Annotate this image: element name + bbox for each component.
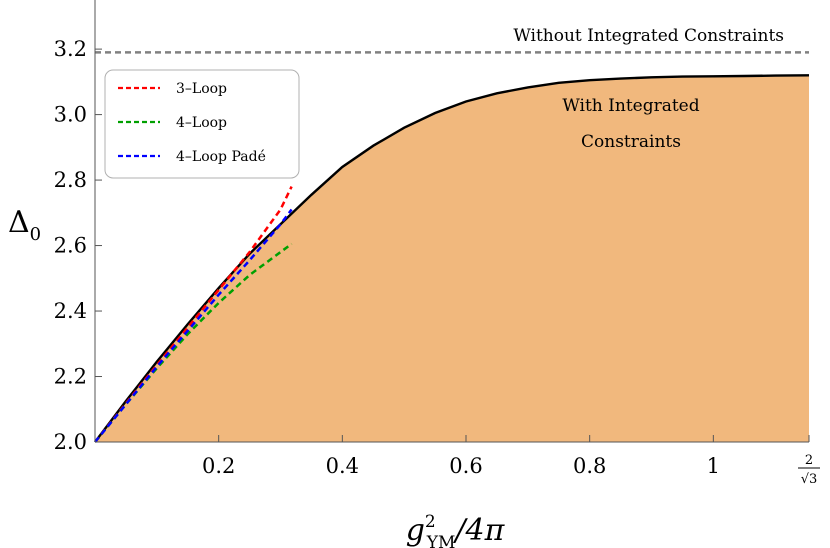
legend-box: [104, 69, 300, 179]
y-tick-label: 3.0: [54, 103, 87, 127]
y-axis-title-sub: 0: [30, 224, 41, 245]
legend: 3–Loop 4–Loop 4–Loop Padé: [104, 69, 300, 179]
series-group: [94, 186, 293, 443]
annotation-with-line2: Constraints: [581, 132, 681, 152]
x-axis-title-sub: YM: [426, 533, 456, 548]
y-tick-label: 2.4: [54, 299, 87, 323]
y-ticks: 2.0 2.2 2.4 2.6 2.8 3.0 3.2: [54, 37, 102, 454]
allowed-region-fill: [95, 75, 809, 443]
y-axis-title-base: Δ: [8, 205, 30, 240]
annotation-without: Without Integrated Constraints: [513, 26, 784, 46]
y-tick-label: 2.6: [54, 234, 87, 258]
legend-label: 3–Loop: [176, 81, 227, 97]
annotation-with-line1: With Integrated: [562, 96, 699, 116]
legend-label: 4–Loop Padé: [176, 149, 266, 165]
x-tick-label: 1: [707, 454, 720, 478]
x-tick-label: 0.2: [202, 454, 235, 478]
x-axis-title-sup: 2: [425, 512, 436, 532]
x-special-tick-denominator: √3: [801, 472, 818, 487]
series-line-1: [94, 186, 293, 443]
axes: 0.2 0.4 0.6 0.8 1 2.0 2.2 2.4 2.6 2.8 3.0 3.2 2 √3: [54, 0, 820, 487]
y-tick-label: 3.2: [54, 37, 87, 61]
x-axis-title: g2 YM/4π: [406, 512, 506, 548]
x-axis-title-base: g: [406, 513, 425, 548]
x-axis-title-rest: /4π: [452, 513, 505, 548]
y-axis-title: Δ0: [8, 205, 41, 245]
x-tick-label: 0.8: [573, 454, 606, 478]
legend-items: 3–Loop 4–Loop 4–Loop Padé: [118, 81, 266, 165]
series-line-2: [94, 242, 293, 443]
y-tick-label: 2.8: [54, 168, 87, 192]
y-tick-label: 2.2: [54, 365, 87, 389]
legend-label: 4–Loop: [176, 115, 227, 131]
with-constraints-bound-line: [94, 74, 810, 443]
x-tick-label: 0.6: [449, 454, 482, 478]
x-special-tick-numerator: 2: [805, 453, 813, 468]
x-special-tick: 2 √3: [798, 435, 820, 487]
y-tick-label: 2.0: [54, 430, 87, 454]
x-tick-label: 0.4: [326, 454, 359, 478]
x-ticks: 0.2 0.4 0.6 0.8 1: [202, 435, 720, 478]
